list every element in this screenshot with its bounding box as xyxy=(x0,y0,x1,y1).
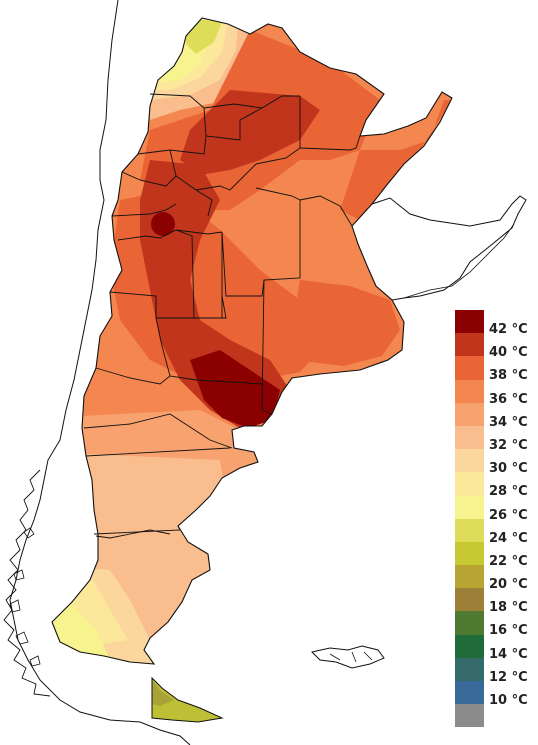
legend-item: 42 °C xyxy=(455,310,535,337)
legend-swatch xyxy=(455,704,484,728)
legend-label: 34 °C xyxy=(489,414,528,430)
isotherm-42-la-pampa xyxy=(190,350,280,428)
legend-label: 12 °C xyxy=(489,669,528,685)
legend-label: 14 °C xyxy=(489,646,528,662)
legend-item: 30 °C xyxy=(455,449,535,476)
legend-item: 34 °C xyxy=(455,402,535,430)
legend-swatch xyxy=(455,565,484,589)
legend-item: 20 °C xyxy=(455,565,535,592)
legend-swatch xyxy=(455,657,484,681)
legend-label: 30 °C xyxy=(489,461,528,477)
legend-swatch xyxy=(455,333,484,357)
rio-de-la-plata xyxy=(403,223,515,299)
legend-swatch xyxy=(455,495,484,519)
legend-item: 10 °C xyxy=(455,681,535,708)
isotherm-40-chaco xyxy=(180,90,320,175)
legend-item: 18 °C xyxy=(455,588,535,615)
legend-swatch xyxy=(455,634,484,658)
legend-swatch xyxy=(455,402,484,426)
legend-swatch xyxy=(455,449,484,473)
argentina-outline xyxy=(51,17,453,665)
legend-label: 32 °C xyxy=(489,437,528,453)
legend-label: 20 °C xyxy=(489,577,528,593)
legend-item: 28 °C xyxy=(455,472,535,499)
legend-item: 16 °C xyxy=(455,611,535,638)
tierra-del-fuego-warm xyxy=(152,680,174,706)
province-borders xyxy=(83,93,361,539)
malvinas-detail xyxy=(329,651,373,663)
legend-swatch xyxy=(455,681,484,705)
legend-swatch xyxy=(455,588,484,612)
legend-swatch xyxy=(455,425,484,450)
temperature-legend: 42 °C 40 °C 38 °C 36 °C 34 °C 32 °C 30 °C 28 °C… xyxy=(455,310,535,728)
tierra-del-fuego-field xyxy=(152,678,222,722)
legend-item xyxy=(455,704,535,728)
legend-item: 38 °C xyxy=(455,356,535,383)
legend-label: 40 °C xyxy=(489,345,528,361)
uruguay-outline xyxy=(371,195,527,301)
chile-fjords xyxy=(3,469,51,697)
legend-label: 18 °C xyxy=(489,600,528,616)
legend-swatch xyxy=(455,611,484,635)
legend-swatch xyxy=(455,472,484,496)
legend-item: 40 °C xyxy=(455,333,535,360)
tierra-del-fuego xyxy=(151,676,224,723)
legend-swatch xyxy=(455,310,484,334)
isotherm-38-northeast xyxy=(340,100,452,220)
malvinas-islands xyxy=(311,645,385,669)
legend-label: 10 °C xyxy=(489,693,528,708)
isotherm-24-northwest xyxy=(186,18,222,54)
chile-coast-line xyxy=(9,0,191,745)
legend-item: 24 °C xyxy=(455,518,535,546)
chile-islands xyxy=(9,527,41,667)
legend-item: 14 °C xyxy=(455,634,535,662)
legend-label: 36 °C xyxy=(489,391,528,407)
legend-item: 32 °C xyxy=(455,425,535,453)
legend-label: 22 °C xyxy=(489,553,528,569)
legend-swatch xyxy=(455,518,484,542)
isotherm-38-buenos-aires xyxy=(290,280,400,366)
legend-label: 42 °C xyxy=(489,322,528,337)
legend-label: 24 °C xyxy=(489,530,528,546)
legend-item: 36 °C xyxy=(455,379,535,407)
legend-label: 28 °C xyxy=(489,484,528,500)
legend-swatch xyxy=(455,541,484,566)
isotherm-40-central xyxy=(140,160,290,428)
legend-swatch xyxy=(455,356,484,380)
legend-label: 16 °C xyxy=(489,623,528,639)
legend-item: 26 °C xyxy=(455,495,535,523)
legend-label: 38 °C xyxy=(489,368,528,384)
legend-swatch xyxy=(455,379,484,403)
legend-item: 22 °C xyxy=(455,541,535,569)
legend-item: 12 °C xyxy=(455,657,535,685)
isotherm-42-san-juan xyxy=(151,212,175,236)
legend-label: 26 °C xyxy=(489,507,528,523)
